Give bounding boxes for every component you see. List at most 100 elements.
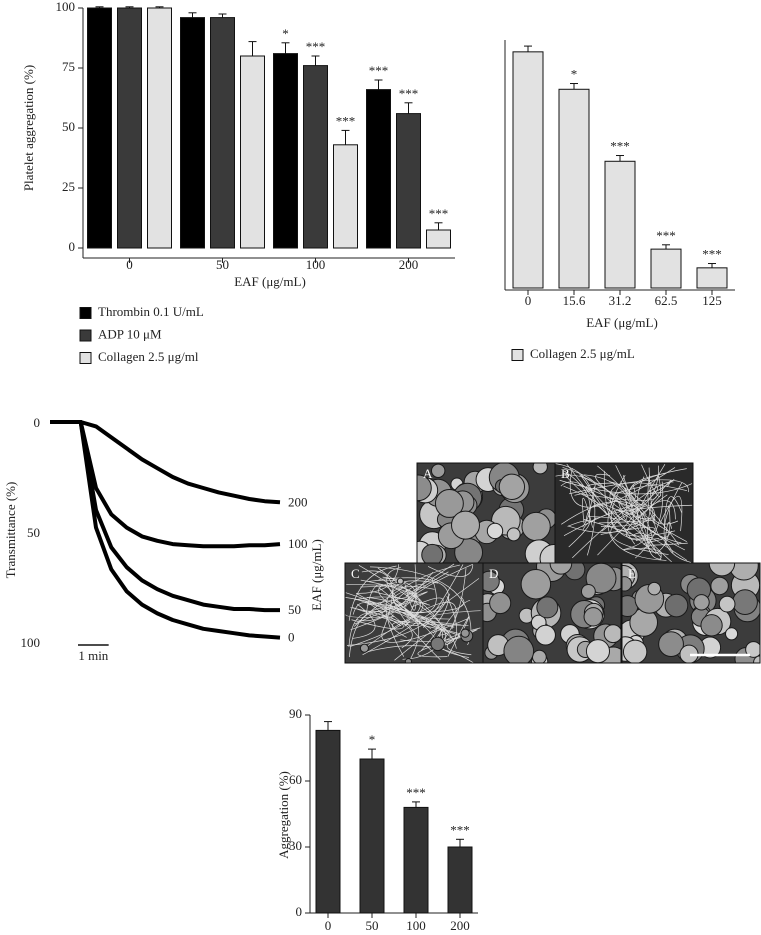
fiber [560,481,635,545]
micrograph-border [621,562,761,664]
fiber [623,547,662,561]
panel-label: C [351,566,360,581]
bar [558,88,590,289]
legend-label: Thrombin 0.1 U/mL [98,304,204,319]
fiber [585,504,641,527]
particle [535,624,556,646]
particle [430,463,446,478]
particle [710,576,729,596]
legend-label: ADP 10 μM [98,326,162,341]
fiber [585,482,616,494]
fiber [650,479,675,493]
line-chart: 0 50 100 200 100 50 0 Transmittance (%) EAF (μg/… [3,415,324,663]
bar [366,89,391,249]
significance-label: * [571,67,578,82]
fiber [348,565,397,621]
fiber [354,591,428,625]
fiber [381,584,426,614]
panel-label: A [423,466,433,481]
significance-label: *** [406,785,426,800]
fiber [567,520,590,548]
trace-label: 50 [288,602,301,617]
bar [240,55,265,249]
micrograph [483,563,621,663]
fiber [588,516,674,554]
y-tick-label: 90 [289,706,302,721]
bar [426,229,451,249]
y-tick-label: 0 [69,239,76,254]
particle [359,643,369,653]
significance-label: *** [369,63,389,78]
fiber [360,579,424,625]
fiber [353,564,460,627]
fiber [636,463,666,519]
particle [521,511,551,542]
bar [180,17,205,249]
fiber [385,586,435,657]
fiber [562,467,596,496]
fiber [402,568,467,660]
bar [696,267,728,289]
fiber [555,463,596,556]
fiber [582,504,693,531]
bar [87,7,112,249]
micrograph [345,563,483,663]
particle [460,628,470,638]
particle [745,641,760,658]
fiber [378,577,449,622]
particle [483,570,500,592]
particle [583,607,603,627]
fiber [582,497,593,528]
fiber [572,481,674,559]
y-tick-label: 100 [21,635,41,650]
significance-label: *** [450,822,470,837]
fiber [350,607,413,649]
particle [531,649,547,663]
fiber [404,564,417,611]
legend-title: EAF (μg/mL) [309,539,324,611]
x-tick-label: 50 [366,918,379,933]
y-tick-label: 30 [289,838,302,853]
legend-label: Collagen 2.5 μg/ml [98,349,199,364]
fiber [352,603,376,639]
micrograph-bg [555,463,693,563]
particle [622,576,633,592]
bar [117,7,142,249]
bar [303,65,328,249]
panel-label: B [561,466,570,481]
fiber [363,602,457,650]
particle [603,624,621,644]
particle [539,543,555,563]
fiber [615,465,636,499]
trace [50,420,281,640]
fiber [427,565,474,577]
particle [520,568,552,600]
fiber [610,505,669,555]
fiber [643,539,688,546]
bar [210,17,235,249]
significance-label: * [282,26,289,41]
particle [404,657,413,663]
legend-swatch [511,349,524,361]
fiber [609,482,688,520]
fiber [628,507,682,544]
x-tick-label: 200 [399,257,419,272]
significance-label: *** [429,206,449,221]
particle [718,595,736,613]
x-tick-label: 62.5 [655,293,678,308]
fiber [447,615,470,657]
legend-swatch [79,329,92,342]
particle [647,581,662,596]
x-tick-label: 0 [525,293,532,308]
fiber [362,596,465,613]
x-tick-label: 31.2 [609,293,632,308]
fiber [583,518,651,549]
fiber [663,496,683,529]
bar [512,51,544,289]
significance-label: *** [399,86,419,101]
x-tick-label: 0 [126,257,133,272]
fiber [369,566,472,640]
fiber [421,624,469,646]
fiber [601,497,641,527]
micrographs: A B C D E [344,462,761,664]
